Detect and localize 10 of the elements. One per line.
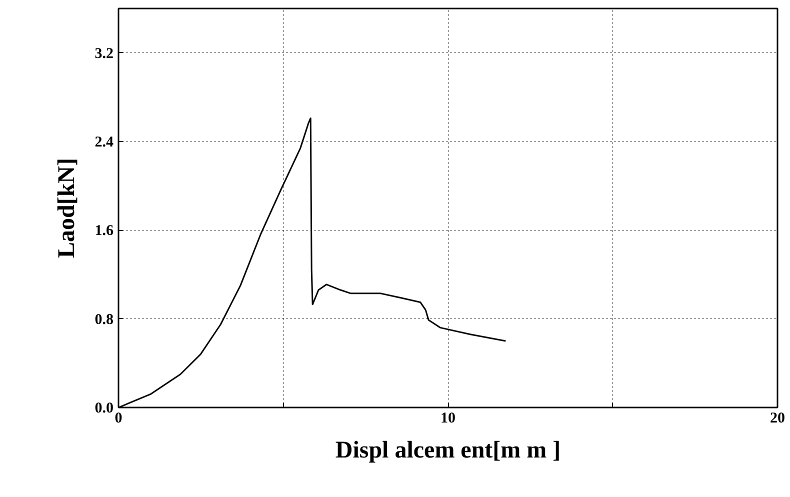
x-tick-label: 20	[770, 410, 785, 426]
x-tick-label: 0	[114, 410, 122, 426]
y-tick-label: 3.2	[94, 46, 114, 62]
y-tick-label: 2.4	[94, 134, 114, 150]
x-tick-label: 10	[440, 410, 456, 426]
y-tick-label: 1.6	[94, 223, 114, 240]
y-axis-title: Laod[kN]	[54, 158, 80, 258]
y-tick-label: 0.8	[94, 312, 114, 328]
y-tick-label: 0.0	[94, 400, 114, 416]
x-axis-title: Displ alcem ent[m m ]	[335, 438, 561, 464]
